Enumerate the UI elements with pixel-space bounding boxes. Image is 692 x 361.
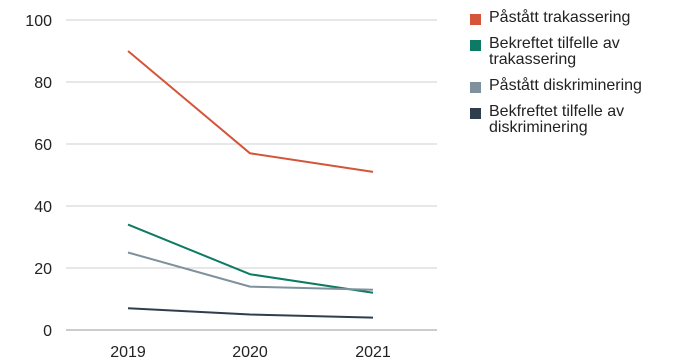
y-tick-label: 40 [34,199,52,216]
legend-label: Påstått diskriminering [489,77,642,94]
legend-label: Påstått trakassering [489,9,631,26]
legend: Påstått trakassering Bekreftet tilfelle … [470,10,685,146]
legend-item: Bekreftet tilfelle av trakassering [470,36,685,68]
x-tick-label: 2020 [232,344,268,361]
legend-item: Påstått diskriminering [470,78,685,94]
x-axis-ticks: 2019 2020 2021 [110,344,391,361]
gridlines [66,19,437,331]
legend-label: Bekfreftet tilfelle av diskriminering [489,103,625,136]
legend-swatch [470,82,481,93]
legend-item: Påstått trakassering [470,10,685,26]
legend-swatch [470,40,481,51]
legend-label: Bekreftet tilfelle av trakassering [489,35,620,68]
series-line [127,307,374,319]
series-line [127,50,374,173]
x-tick-label: 2019 [110,344,146,361]
legend-item: Bekfreftet tilfelle av diskriminering [470,104,685,136]
y-tick-label: 100 [25,13,52,30]
y-axis-ticks: 0 20 40 60 80 100 [25,13,52,340]
series-line [127,251,374,291]
y-tick-label: 60 [34,137,52,154]
legend-swatch [470,108,481,119]
x-tick-label: 2021 [355,344,391,361]
legend-swatch [470,14,481,25]
y-tick-label: 0 [43,323,52,340]
series-lines [127,50,374,319]
y-tick-label: 80 [34,75,52,92]
series-line [127,223,374,294]
y-tick-label: 20 [34,261,52,278]
